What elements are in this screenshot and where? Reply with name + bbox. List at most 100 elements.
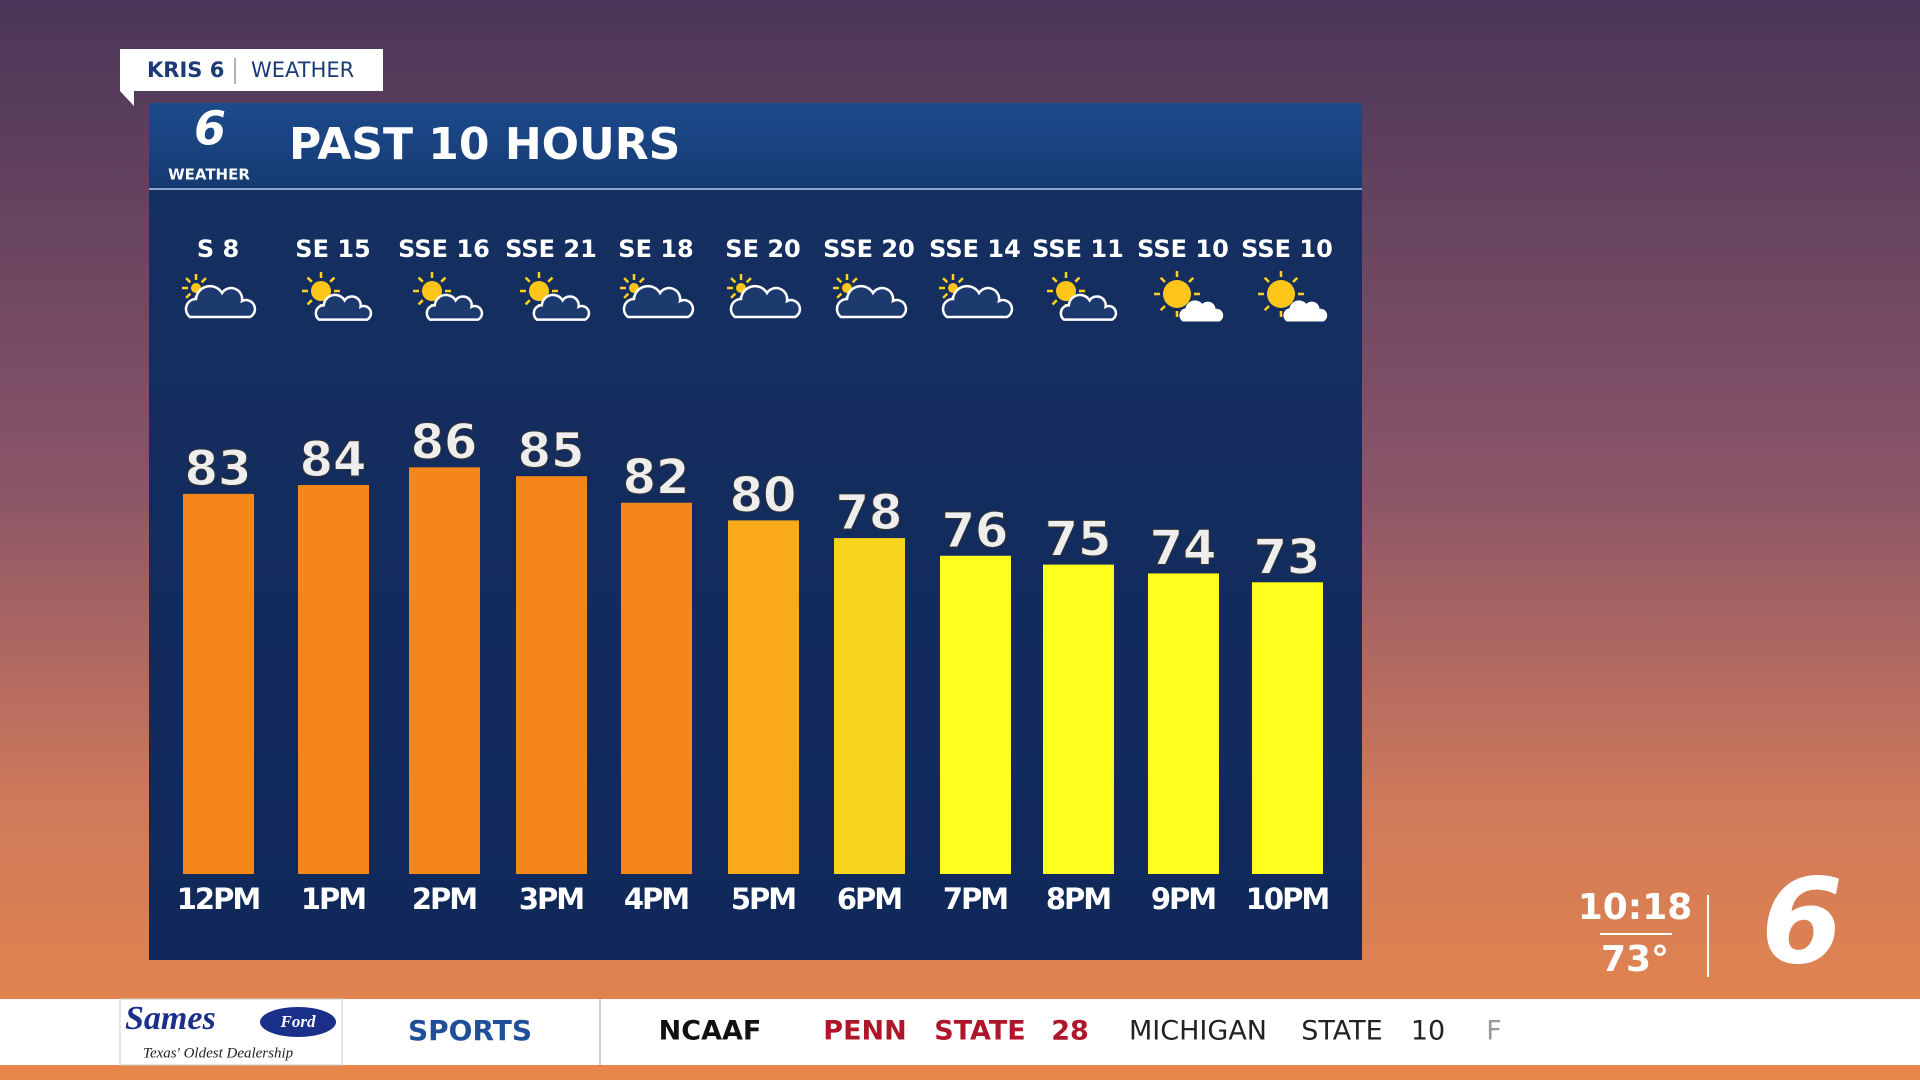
wind-label: SSE 21 [505,235,597,263]
sun-ray [623,292,630,299]
sponsor-brand: Ford [280,1012,316,1031]
chart-header [149,103,1362,189]
sun-ray [836,292,843,299]
sun-ray [200,277,207,284]
wind-label: SE 20 [725,235,800,263]
cloud [184,284,257,319]
sun-ray [1159,276,1166,283]
tag-box [120,49,383,91]
bar [1043,564,1114,874]
sun-ray [1074,276,1081,283]
sun-ray [1263,305,1270,312]
x-tick-label: 3PM [519,882,583,916]
bar [834,538,905,874]
sun [422,281,442,301]
clock-temp: 73° [1601,939,1669,980]
cloud [622,284,695,319]
cloud [1059,293,1118,321]
ticker-item: PENN [823,1016,906,1047]
wind-label: SSE 20 [823,235,915,263]
sun-ray [1051,276,1058,283]
channel-logo: 6 [1761,852,1843,990]
sun-ray [1188,276,1195,283]
sun [1163,280,1191,308]
sun-ray [1159,305,1166,312]
sun-ray [942,277,949,284]
ticker-item: NCAAF [659,1016,762,1047]
cloud [835,284,908,319]
value-label: 85 [518,423,585,479]
x-tick-label: 12PM [177,882,260,916]
x-tick-label: 4PM [624,882,688,916]
ticker-item: 28 [1051,1016,1089,1047]
sun-ray [1263,276,1270,283]
sun-ray [306,299,313,306]
ticker-item: MICHIGAN [1129,1016,1267,1047]
x-tick-label: 8PM [1046,882,1110,916]
wind-label: S 8 [197,235,239,263]
bar [940,555,1011,874]
cloud [941,284,1014,319]
sun-ray [524,276,531,283]
wind-label: SSE 16 [398,235,490,263]
brand-oval [260,1007,336,1037]
logo-number: 6 [194,102,226,156]
cloud [314,293,373,321]
bar [1252,582,1323,874]
bar [183,493,254,874]
sun-ray [547,276,554,283]
sun-ray [942,292,949,299]
wind-label: SSE 14 [929,235,1021,263]
wind-label: SSE 11 [1032,235,1124,263]
cloud [425,293,484,321]
sun-ray [1292,276,1299,283]
ticker-item: STATE [1301,1016,1382,1047]
sun-ray [524,299,531,306]
ticker-item: STATE [934,1016,1025,1047]
value-label: 82 [623,450,690,506]
wind-label: SE 18 [618,235,693,263]
tag-section: WEATHER [251,58,354,82]
sun-ray [185,277,192,284]
sponsor-name: Sames [125,1000,216,1037]
x-tick-label: 6PM [837,882,901,916]
cloud [1283,300,1328,322]
value-label: 73 [1254,529,1321,585]
value-label: 75 [1045,512,1112,568]
sun-ray [730,292,737,299]
x-tick-label: 9PM [1151,882,1215,916]
sun-ray [957,277,964,284]
sun-ray [185,292,192,299]
x-tick-label: 10PM [1246,882,1329,916]
sun [1056,281,1076,301]
x-tick-label: 7PM [943,882,1007,916]
bar [298,485,369,874]
sun-ray [417,276,424,283]
sun-ray [306,276,313,283]
tag-tail [120,91,134,106]
clock-time: 10:18 [1578,887,1693,928]
wind-label: SE 15 [295,235,370,263]
sun [529,281,549,301]
x-tick-label: 5PM [731,882,795,916]
value-label: 78 [836,485,903,541]
sun [311,281,331,301]
bar [621,502,692,874]
sun [1267,280,1295,308]
bar [1148,573,1219,874]
ticker-section: SPORTS [408,1014,532,1047]
sun-ray [623,277,630,284]
sun-ray [417,299,424,306]
bar [728,520,799,874]
sun-ray [745,277,752,284]
sun-ray [329,276,336,283]
sun-ray [730,277,737,284]
value-label: 74 [1150,520,1217,576]
sponsor-tagline: Texas' Oldest Dealership [143,1045,294,1061]
cloud [729,284,802,319]
logo-label: WEATHER [168,166,250,184]
sun-ray [851,277,858,284]
ticker-item: 10 [1411,1016,1445,1047]
